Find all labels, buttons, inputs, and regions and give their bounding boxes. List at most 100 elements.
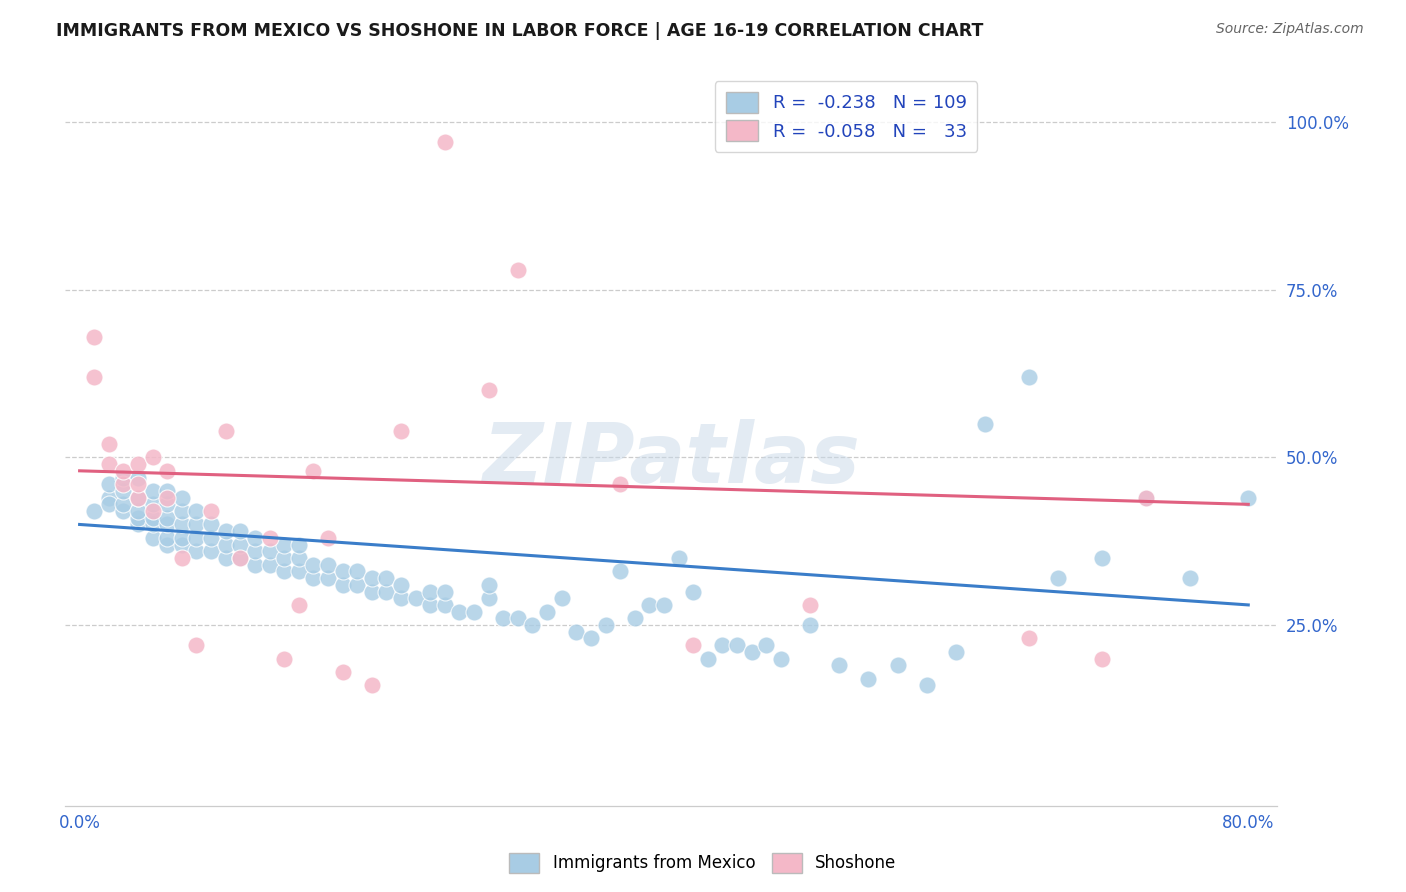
Point <box>97 497 120 511</box>
Point <box>711 638 734 652</box>
Point <box>156 538 179 552</box>
Point <box>200 544 222 558</box>
Legend: Immigrants from Mexico, Shoshone: Immigrants from Mexico, Shoshone <box>503 847 903 880</box>
Point <box>974 417 997 431</box>
Point <box>1237 491 1260 505</box>
Point <box>478 384 501 398</box>
Point <box>565 624 588 639</box>
Point <box>492 611 515 625</box>
Point <box>696 651 718 665</box>
Point <box>142 450 165 465</box>
Point <box>419 584 441 599</box>
Point <box>449 605 471 619</box>
Point <box>287 538 309 552</box>
Point <box>506 262 529 277</box>
Point <box>127 470 149 484</box>
Point <box>302 464 325 478</box>
Point <box>215 551 238 566</box>
Point <box>142 483 165 498</box>
Point <box>170 551 193 566</box>
Point <box>1047 571 1070 585</box>
Point <box>83 504 105 518</box>
Point <box>595 618 617 632</box>
Point <box>316 531 339 545</box>
Point <box>433 584 456 599</box>
Point <box>112 497 135 511</box>
Point <box>389 424 412 438</box>
Point <box>156 464 179 478</box>
Point <box>142 504 165 518</box>
Point <box>652 598 675 612</box>
Point <box>259 531 281 545</box>
Point <box>215 424 238 438</box>
Point <box>215 524 238 538</box>
Point <box>170 531 193 545</box>
Point <box>858 672 880 686</box>
Point <box>389 591 412 606</box>
Point <box>97 491 120 505</box>
Point <box>725 638 748 652</box>
Point <box>799 598 821 612</box>
Point <box>287 551 309 566</box>
Text: Source: ZipAtlas.com: Source: ZipAtlas.com <box>1216 22 1364 37</box>
Point <box>332 665 354 679</box>
Point <box>229 538 252 552</box>
Point <box>83 329 105 343</box>
Point <box>200 531 222 545</box>
Point <box>170 491 193 505</box>
Point <box>273 651 295 665</box>
Point <box>170 517 193 532</box>
Point <box>156 517 179 532</box>
Point <box>550 591 572 606</box>
Point <box>127 504 149 518</box>
Point <box>1091 551 1114 566</box>
Point <box>127 510 149 524</box>
Point <box>682 584 704 599</box>
Point <box>755 638 778 652</box>
Point <box>156 510 179 524</box>
Point <box>828 658 851 673</box>
Point <box>229 551 252 566</box>
Point <box>332 565 354 579</box>
Point <box>273 565 295 579</box>
Point <box>127 457 149 471</box>
Point <box>316 571 339 585</box>
Point <box>579 632 602 646</box>
Point <box>142 517 165 532</box>
Text: IMMIGRANTS FROM MEXICO VS SHOSHONE IN LABOR FORCE | AGE 16-19 CORRELATION CHART: IMMIGRANTS FROM MEXICO VS SHOSHONE IN LA… <box>56 22 984 40</box>
Point <box>186 504 208 518</box>
Point <box>287 598 309 612</box>
Point <box>142 497 165 511</box>
Point <box>463 605 485 619</box>
Point <box>375 571 398 585</box>
Point <box>170 538 193 552</box>
Point <box>389 578 412 592</box>
Point <box>112 470 135 484</box>
Point <box>478 578 501 592</box>
Point <box>229 524 252 538</box>
Point <box>83 370 105 384</box>
Point <box>97 437 120 451</box>
Point <box>127 491 149 505</box>
Point <box>332 578 354 592</box>
Point <box>259 544 281 558</box>
Point <box>97 457 120 471</box>
Point <box>112 504 135 518</box>
Point <box>886 658 908 673</box>
Point <box>186 544 208 558</box>
Point <box>142 531 165 545</box>
Point <box>375 584 398 599</box>
Point <box>741 645 763 659</box>
Point <box>156 491 179 505</box>
Point <box>215 538 238 552</box>
Point <box>346 565 368 579</box>
Point <box>506 611 529 625</box>
Point <box>243 558 266 572</box>
Point <box>287 565 309 579</box>
Point <box>478 591 501 606</box>
Point <box>112 464 135 478</box>
Point <box>668 551 690 566</box>
Point <box>186 638 208 652</box>
Point <box>316 558 339 572</box>
Point <box>127 491 149 505</box>
